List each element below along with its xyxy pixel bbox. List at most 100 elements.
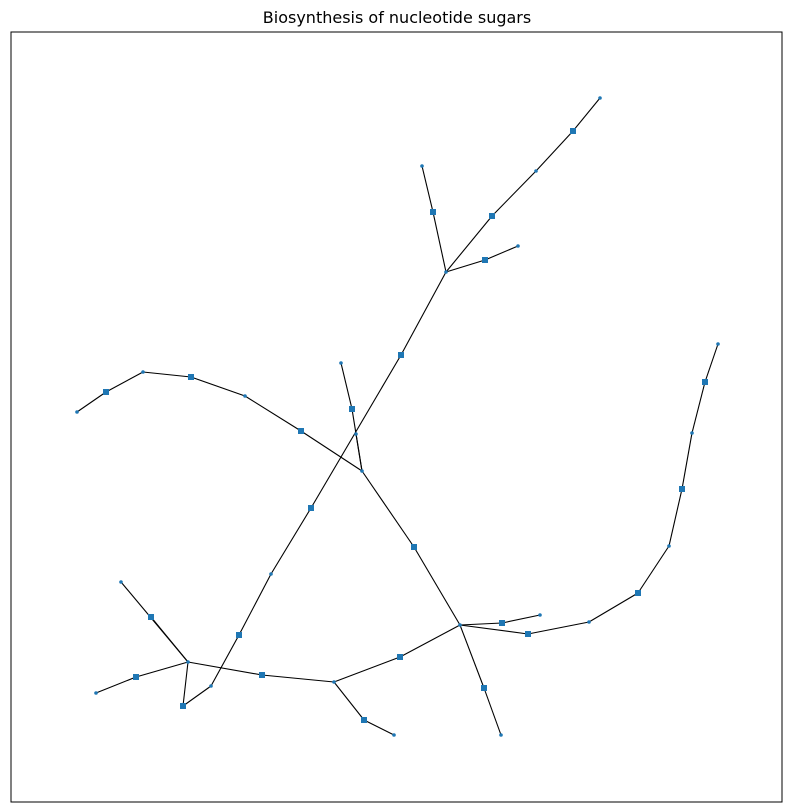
edge-n13-n14	[355, 433, 363, 472]
node-n26	[411, 544, 417, 550]
node-n45	[186, 660, 190, 664]
edge-n27-n28	[459, 622, 503, 626]
edge-n35-n36	[691, 381, 706, 434]
node-n40	[397, 654, 403, 660]
node-n29	[538, 613, 542, 617]
edge-n27-n40	[399, 624, 461, 658]
edge-n24-n25	[244, 395, 302, 432]
node-n28	[499, 620, 505, 626]
node-n37	[716, 342, 720, 346]
edge-n18-n19	[182, 685, 212, 707]
edge-n42-n43	[363, 719, 395, 736]
node-n1	[598, 96, 602, 100]
node-n17	[236, 632, 242, 638]
edge-n32-n33	[637, 545, 670, 594]
edge-n7-n5	[432, 211, 447, 273]
edge-n45-n48	[135, 661, 189, 678]
edge-n5-n8	[445, 259, 486, 273]
edge-n11-n12	[340, 362, 353, 410]
edge-n26-n27	[413, 546, 461, 626]
edge-n8-n9	[484, 245, 519, 261]
node-n13	[354, 432, 358, 436]
edge-n1-n2	[572, 97, 601, 132]
edge-n33-n34	[668, 488, 683, 547]
edge-n5-n10	[400, 271, 447, 356]
node-n49	[94, 691, 98, 695]
edge-n16-n17	[238, 573, 272, 636]
node-n39	[499, 733, 503, 737]
node-layer	[75, 96, 720, 737]
edge-n38-n39	[483, 687, 502, 736]
edge-n2-n3	[535, 130, 574, 172]
node-n48	[133, 674, 139, 680]
node-n43	[392, 733, 396, 737]
node-n41	[332, 680, 336, 684]
edge-n40-n41	[333, 656, 401, 683]
node-n31	[587, 620, 591, 624]
node-n3	[534, 169, 538, 173]
edge-n41-n42	[333, 681, 365, 721]
edge-n15-n16	[270, 507, 312, 575]
node-n25	[298, 428, 304, 434]
node-n5	[444, 270, 448, 274]
edge-n6-n7	[421, 165, 434, 213]
node-n12	[349, 406, 355, 412]
edge-n41-n44	[261, 674, 335, 683]
edge-n44-n45	[187, 661, 263, 676]
node-n10	[398, 352, 404, 358]
node-n46	[119, 580, 123, 584]
node-n23	[188, 374, 194, 380]
node-n4	[489, 213, 495, 219]
edge-n27-n38	[459, 624, 485, 689]
edge-n4-n5	[445, 215, 493, 273]
node-n30	[525, 631, 531, 637]
edge-n30-n31	[527, 621, 590, 635]
node-n27	[458, 623, 462, 627]
edge-layer	[76, 97, 719, 736]
plot-frame	[10, 31, 783, 803]
edge-n45-n47	[150, 616, 189, 663]
node-n36	[702, 379, 708, 385]
node-n35	[690, 431, 694, 435]
node-n18	[209, 684, 213, 688]
node-n32	[635, 590, 641, 596]
node-n24	[243, 394, 247, 398]
node-n22	[141, 370, 145, 374]
node-n44	[259, 672, 265, 678]
node-n42	[361, 717, 367, 723]
edge-n22-n23	[142, 371, 192, 378]
node-n2	[570, 128, 576, 134]
chart-title: Biosynthesis of nucleotide sugars	[262, 8, 532, 27]
edge-n31-n32	[588, 592, 639, 623]
edge-n27-n30	[459, 624, 529, 635]
edge-n23-n24	[190, 376, 246, 397]
edge-n14-n26	[361, 470, 415, 548]
node-n20	[75, 410, 79, 414]
node-n6	[420, 164, 424, 168]
node-n33	[667, 544, 671, 548]
node-n38	[481, 685, 487, 691]
node-n14	[360, 469, 364, 473]
edge-n20-n21	[76, 391, 107, 413]
edge-n34-n35	[681, 432, 693, 490]
edge-n17-n18	[210, 634, 240, 687]
edge-n36-n37	[704, 343, 719, 383]
node-n47	[148, 614, 154, 620]
edge-n45-n19	[182, 661, 189, 707]
node-n34	[679, 486, 685, 492]
node-n15	[308, 505, 314, 511]
edge-n48-n49	[95, 676, 137, 694]
edge-n25-n14	[300, 430, 363, 472]
node-n19	[180, 703, 186, 709]
node-n9	[516, 244, 520, 248]
node-n16	[269, 572, 273, 576]
node-n11	[339, 361, 343, 365]
edge-n28-n29	[501, 614, 541, 624]
edge-n3-n4	[491, 170, 537, 217]
node-n8	[482, 257, 488, 263]
edge-n21-n22	[105, 371, 144, 393]
node-n7	[430, 209, 436, 215]
node-n21	[103, 389, 109, 395]
